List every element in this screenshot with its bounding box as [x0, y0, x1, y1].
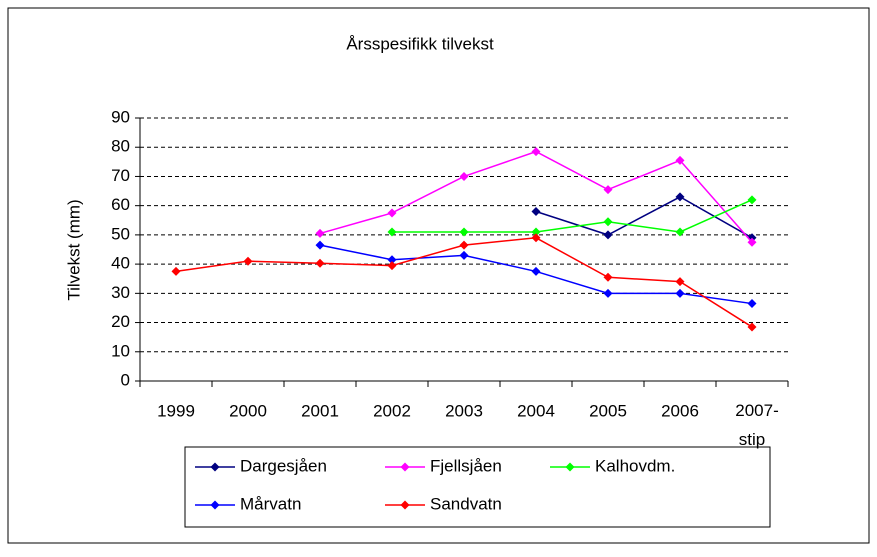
- point: [531, 147, 541, 157]
- x-tick-label: 1999: [157, 401, 195, 420]
- legend-marker: [210, 500, 220, 510]
- point: [675, 277, 685, 287]
- legend-marker: [400, 500, 410, 510]
- x-tick-label: 2005: [589, 401, 627, 420]
- legend-box: [184, 446, 771, 528]
- x-tick-label: 2000: [229, 401, 267, 420]
- point: [387, 208, 397, 218]
- x-tick-label: 2004: [517, 401, 555, 420]
- point: [459, 250, 469, 260]
- point: [459, 240, 469, 250]
- point: [315, 258, 325, 268]
- series-line: [392, 199, 753, 233]
- point: [171, 266, 181, 276]
- point: [603, 217, 613, 227]
- y-tick-label: 0: [121, 370, 130, 389]
- x-tick-label: 2002: [373, 401, 411, 420]
- x-tick-label: 2007-stip: [735, 401, 778, 449]
- x-tick-label: 2003: [445, 401, 483, 420]
- point: [603, 272, 613, 282]
- point: [603, 288, 613, 298]
- chart-title: Årsspesifikk tilvekst: [346, 34, 494, 53]
- point: [747, 237, 757, 247]
- y-tick-label: 90: [111, 107, 130, 126]
- x-tick-label: 2006: [661, 401, 699, 420]
- y-tick-label: 40: [111, 254, 130, 273]
- point: [459, 227, 469, 237]
- point: [747, 195, 757, 205]
- legend-label: Kalhovdm.: [595, 456, 675, 475]
- y-tick-label: 20: [111, 312, 130, 331]
- point: [531, 233, 541, 243]
- point: [531, 227, 541, 237]
- point: [531, 266, 541, 276]
- legend-marker: [210, 462, 220, 472]
- series-line: [535, 196, 753, 239]
- y-tick-label: 10: [111, 341, 130, 360]
- point: [387, 261, 397, 271]
- point: [675, 227, 685, 237]
- y-axis-label: Tilvekst (mm): [64, 199, 83, 300]
- x-tick-label: 2001: [301, 401, 339, 420]
- legend-marker: [400, 462, 410, 472]
- point: [675, 155, 685, 165]
- legend-label: Fjellsjåen: [430, 456, 502, 475]
- legend-marker: [565, 462, 575, 472]
- legend-label: Sandvatn: [430, 494, 502, 513]
- point: [747, 299, 757, 309]
- legend-label: Dargesjåen: [240, 456, 327, 475]
- point: [747, 322, 757, 332]
- legend-label: Mårvatn: [240, 494, 301, 513]
- point: [675, 192, 685, 202]
- point: [675, 288, 685, 298]
- point: [315, 228, 325, 238]
- point: [603, 185, 613, 195]
- point: [315, 240, 325, 250]
- y-tick-label: 70: [111, 166, 130, 185]
- point: [459, 171, 469, 181]
- y-tick-label: 60: [111, 195, 130, 214]
- y-tick-label: 80: [111, 137, 130, 156]
- point: [387, 255, 397, 265]
- point: [243, 256, 253, 266]
- point: [603, 230, 613, 240]
- point: [531, 207, 541, 217]
- y-tick-label: 50: [111, 224, 130, 243]
- y-tick-label: 30: [111, 283, 130, 302]
- point: [387, 227, 397, 237]
